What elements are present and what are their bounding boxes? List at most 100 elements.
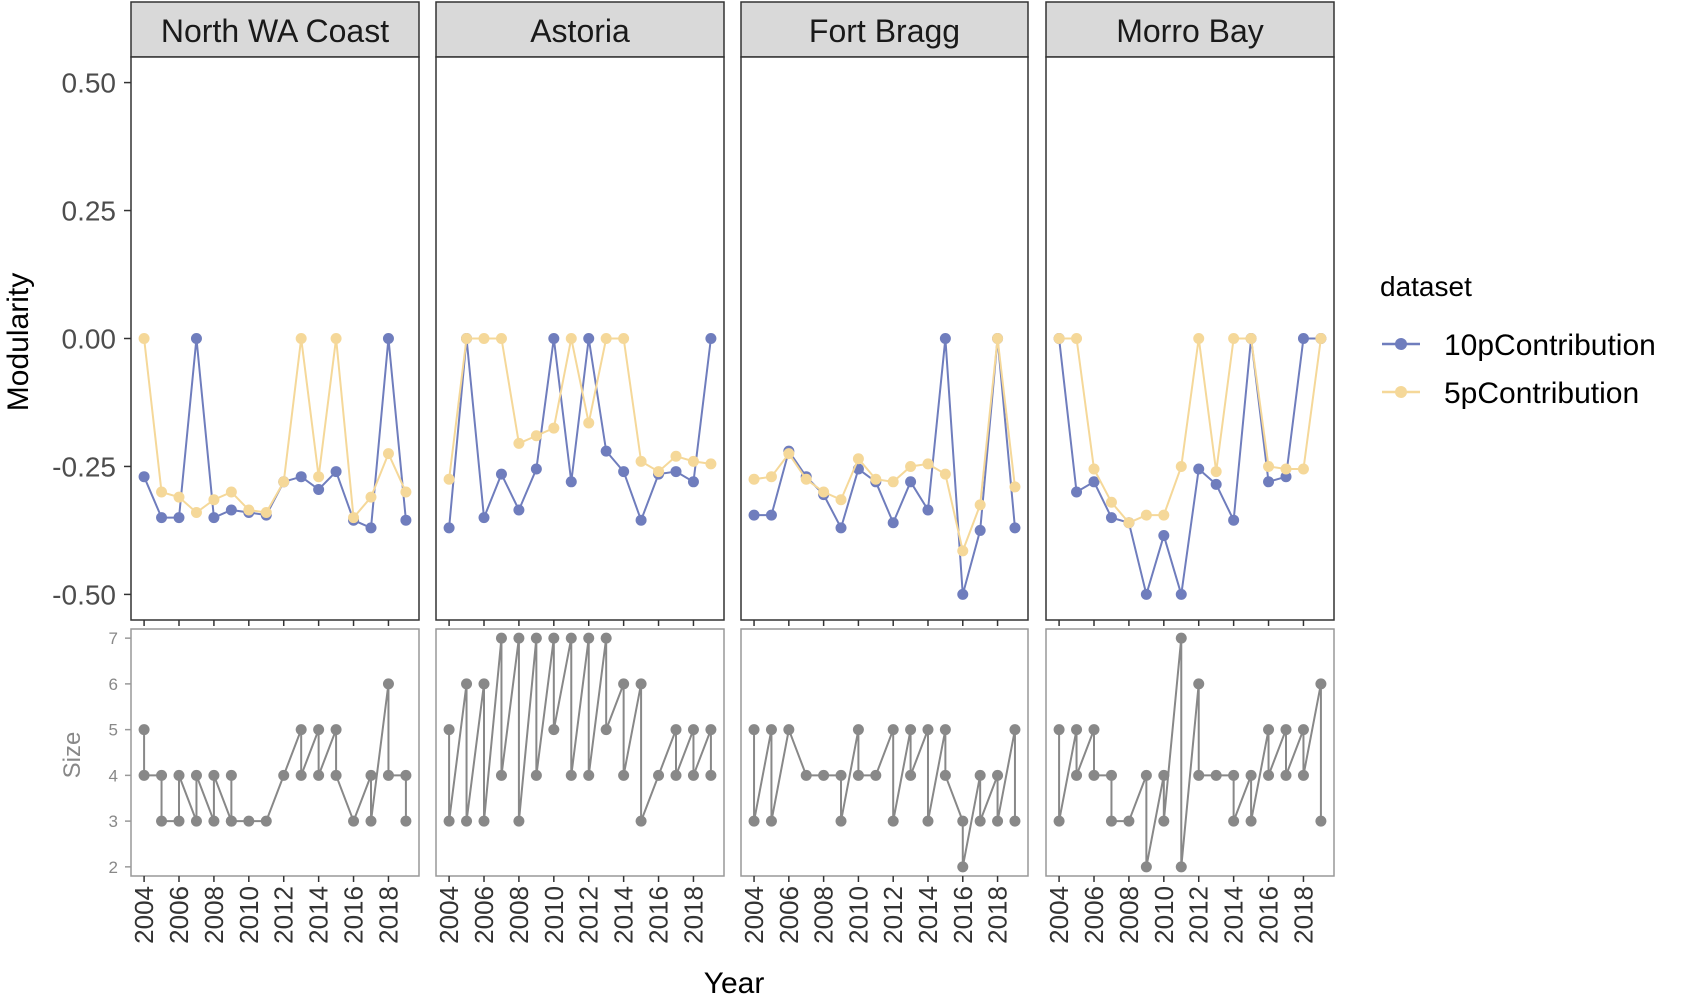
point-5pContribution: [278, 476, 290, 488]
size-point: [618, 769, 630, 781]
point-5pContribution: [443, 473, 455, 485]
x-tick-label: 2004: [129, 886, 159, 944]
point-10pContribution: [495, 468, 507, 480]
size-point: [1158, 815, 1170, 827]
legend-key-point: [1395, 338, 1407, 350]
point-10pContribution: [443, 522, 455, 534]
size-point: [1280, 724, 1292, 736]
size-point: [905, 769, 917, 781]
y-tick-label-modularity: 0.50: [62, 68, 117, 99]
point-5pContribution: [635, 455, 647, 467]
point-5pContribution: [1193, 333, 1205, 344]
point-5pContribution: [765, 471, 777, 483]
x-tick-label: 2016: [339, 886, 369, 944]
size-point: [1071, 724, 1083, 736]
size-point: [513, 815, 525, 827]
size-point: [1105, 815, 1117, 827]
point-5pContribution: [495, 333, 507, 344]
point-5pContribution: [1175, 460, 1187, 472]
size-point: [1315, 678, 1327, 690]
size-line: [753, 725, 1016, 868]
x-tick-label: 2014: [304, 886, 334, 944]
point-5pContribution: [835, 494, 847, 506]
axes: 0.50 0.25 0.00 -0.25 -0.50 2 3 4 5 6 7: [52, 68, 131, 877]
size-point: [583, 769, 595, 781]
point-10pContribution: [156, 512, 168, 524]
size-point: [278, 769, 290, 781]
size-point: [461, 815, 473, 827]
size-point: [618, 678, 630, 690]
point-10pContribution: [1105, 512, 1117, 524]
size-point: [1053, 815, 1065, 827]
point-5pContribution: [653, 466, 665, 478]
size-point: [653, 769, 665, 781]
size-point: [1228, 769, 1240, 781]
point-5pContribution: [400, 486, 412, 498]
point-10pContribution: [583, 333, 595, 344]
size-point: [939, 769, 951, 781]
size-point: [835, 769, 847, 781]
size-point: [565, 769, 577, 781]
point-5pContribution: [687, 455, 699, 467]
size-point: [705, 724, 717, 736]
point-10pContribution: [400, 514, 412, 526]
size-point: [1123, 815, 1135, 827]
size-point: [1263, 769, 1275, 781]
modularity-panel: [130, 56, 420, 621]
x-tick-label: 2004: [1044, 886, 1074, 944]
size-panel: [130, 628, 420, 877]
x-tick-label: 2004: [434, 886, 464, 944]
size-point: [138, 769, 150, 781]
point-10pContribution: [974, 524, 986, 536]
point-10pContribution: [208, 512, 220, 524]
size-point: [1158, 769, 1170, 781]
point-10pContribution: [939, 333, 951, 344]
size-point: [208, 815, 220, 827]
point-5pContribution: [922, 458, 934, 470]
point-10pContribution: [835, 522, 847, 534]
point-5pContribution: [618, 333, 630, 344]
point-10pContribution: [382, 333, 394, 344]
size-point: [156, 769, 168, 781]
size-point: [348, 815, 360, 827]
size-point: [1297, 724, 1309, 736]
size-point: [1140, 861, 1152, 873]
size-point: [1210, 769, 1222, 781]
size-point: [1245, 769, 1257, 781]
size-point: [670, 724, 682, 736]
size-point: [992, 815, 1004, 827]
size-point: [382, 769, 394, 781]
point-10pContribution: [313, 483, 325, 495]
series-line-10pContribution: [1058, 337, 1321, 599]
x-tick-label: 2018: [983, 886, 1013, 944]
point-5pContribution: [870, 473, 882, 485]
point-5pContribution: [1315, 333, 1327, 344]
y-axis-title-modularity: Modularity: [2, 273, 35, 411]
size-point: [1280, 769, 1292, 781]
point-10pContribution: [295, 471, 307, 483]
size-point: [635, 815, 647, 827]
x-tick-label: 2014: [1219, 886, 1249, 944]
x-tick-label: 2014: [913, 886, 943, 944]
point-10pContribution: [513, 504, 525, 516]
size-point: [365, 769, 377, 781]
series-line-10pContribution: [448, 338, 712, 528]
size-point: [295, 724, 307, 736]
size-point: [852, 724, 864, 736]
size-point: [887, 815, 899, 827]
point-10pContribution: [1158, 530, 1170, 542]
y-tick-label-size: 7: [109, 629, 118, 648]
size-point: [1315, 815, 1327, 827]
size-point: [765, 815, 777, 827]
point-5pContribution: [313, 471, 325, 483]
size-point: [382, 678, 394, 690]
point-5pContribution: [225, 486, 237, 498]
series-line-5pContribution: [143, 338, 407, 521]
point-5pContribution: [905, 460, 917, 472]
point-5pContribution: [600, 333, 612, 344]
size-point: [600, 724, 612, 736]
point-5pContribution: [1053, 333, 1065, 344]
size-point: [1053, 724, 1065, 736]
